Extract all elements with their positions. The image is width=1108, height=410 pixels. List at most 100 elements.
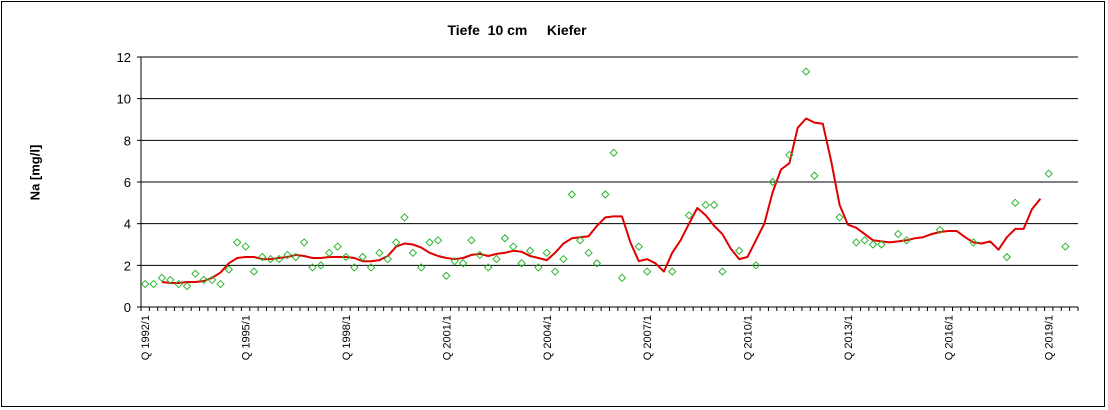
data-point: [433, 236, 443, 245]
data-point: [642, 267, 652, 276]
data-point: [391, 238, 401, 247]
data-point: [458, 259, 468, 268]
data-point: [358, 252, 367, 262]
data-point: [224, 265, 234, 274]
data-point: [1061, 242, 1070, 251]
data-point: [517, 259, 526, 268]
x-tick-label: Q 2016/1: [943, 315, 955, 360]
data-point: [417, 263, 426, 272]
data-point: [559, 254, 568, 264]
data-point: [249, 267, 259, 276]
data-point: [601, 190, 610, 199]
data-point: [325, 248, 334, 258]
data-point: [525, 246, 535, 255]
data-point: [207, 275, 217, 285]
x-tick-label: Q 2004/1: [542, 315, 554, 360]
data-point: [1044, 169, 1053, 178]
data-point: [860, 236, 869, 245]
data-point: [442, 271, 451, 280]
data-point: [877, 240, 886, 249]
data-point: [768, 177, 777, 187]
data-point: [425, 238, 434, 247]
moving-average-line: [161, 117, 1042, 284]
y-tick-label: 8: [124, 133, 131, 148]
data-point: [341, 252, 351, 262]
data-point: [500, 234, 510, 243]
data-point: [609, 148, 618, 158]
data-point: [266, 254, 275, 264]
data-point: [550, 267, 560, 276]
data-point: [751, 261, 761, 270]
data-point: [191, 269, 200, 278]
x-tick-label: Q 2019/1: [1044, 315, 1056, 360]
data-point: [375, 248, 384, 258]
data-point: [718, 267, 727, 276]
data-point: [174, 279, 183, 289]
data-point: [567, 190, 577, 199]
data-point: [810, 171, 819, 180]
x-tick-label: Q 1995/1: [241, 315, 253, 360]
data-point: [467, 236, 476, 245]
data-point: [617, 273, 627, 283]
y-tick-label: 6: [124, 175, 131, 190]
data-point: [1002, 252, 1012, 262]
data-point: [492, 254, 501, 264]
data-point: [969, 238, 978, 247]
data-point: [258, 252, 267, 262]
data-point: [283, 250, 292, 260]
data-point: [483, 263, 493, 272]
data-point: [350, 263, 359, 272]
data-point: [868, 240, 878, 249]
y-tick-label: 10: [117, 92, 131, 107]
data-point: [316, 261, 326, 270]
data-point: [274, 254, 284, 264]
chart-title: Tiefe 10 cm Kiefer: [447, 22, 587, 38]
data-point: [902, 236, 911, 245]
x-tick-label: Q 1998/1: [341, 315, 353, 360]
data-point: [182, 281, 192, 291]
x-tick-label: Q 2001/1: [441, 315, 453, 360]
data-point: [852, 238, 861, 247]
data-point: [1011, 198, 1020, 208]
data-point: [308, 263, 317, 272]
data-point: [199, 275, 208, 285]
data-point: [157, 273, 167, 283]
y-tick-label: 0: [124, 300, 131, 315]
data-point: [668, 267, 677, 276]
data-point: [935, 225, 945, 235]
data-point: [450, 256, 459, 266]
data-point: [166, 275, 175, 285]
data-point: [542, 248, 551, 258]
data-point: [592, 259, 602, 268]
data-point: [509, 242, 518, 251]
data-point: [835, 213, 844, 222]
y-tick-label: 4: [124, 217, 131, 232]
y-tick-label: 12: [117, 50, 131, 65]
data-point: [893, 229, 903, 239]
data-point: [634, 242, 643, 251]
x-tick-label: Q 2013/1: [843, 315, 855, 360]
data-point: [291, 252, 300, 262]
data-point: [734, 246, 744, 255]
data-point: [534, 263, 543, 272]
data-point: [408, 248, 418, 258]
data-point: [709, 200, 719, 210]
data-point: [400, 213, 409, 222]
data-point: [785, 150, 794, 160]
x-tick-label: Q 1992/1: [140, 315, 152, 360]
x-tick-label: Q 2007/1: [642, 315, 654, 360]
data-point: [140, 279, 150, 289]
data-point: [333, 242, 342, 251]
data-point: [366, 263, 376, 272]
y-tick-label: 2: [124, 258, 131, 273]
data-point: [149, 279, 158, 289]
data-point: [216, 279, 225, 289]
data-point: [299, 238, 309, 247]
data-point: [701, 200, 710, 210]
data-point: [684, 211, 694, 220]
data-point: [801, 67, 811, 76]
data-point: [233, 238, 242, 247]
data-point: [584, 248, 593, 258]
data-point: [576, 236, 585, 245]
